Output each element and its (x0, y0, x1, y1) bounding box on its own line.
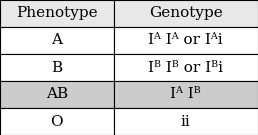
Text: B: B (51, 60, 62, 75)
Text: Iᴬ Iᴬ or Iᴬi: Iᴬ Iᴬ or Iᴬi (148, 33, 223, 48)
Text: Phenotype: Phenotype (16, 6, 98, 21)
Bar (114, 27, 258, 54)
Text: ii: ii (181, 114, 191, 129)
Text: AB: AB (46, 87, 68, 102)
Text: Genotype: Genotype (149, 6, 223, 21)
Text: Iᴮ Iᴮ or Iᴮi: Iᴮ Iᴮ or Iᴮi (148, 60, 223, 75)
Bar (114, 0, 258, 27)
Bar (0, 54, 114, 81)
Bar (0, 0, 114, 27)
Bar (0, 27, 114, 54)
Bar (114, 108, 258, 135)
Bar (0, 108, 114, 135)
Bar (114, 81, 258, 108)
Bar (114, 54, 258, 81)
Text: A: A (51, 33, 62, 48)
Text: O: O (51, 114, 63, 129)
Bar (0, 81, 114, 108)
Text: Iᴬ Iᴮ: Iᴬ Iᴮ (170, 87, 201, 102)
